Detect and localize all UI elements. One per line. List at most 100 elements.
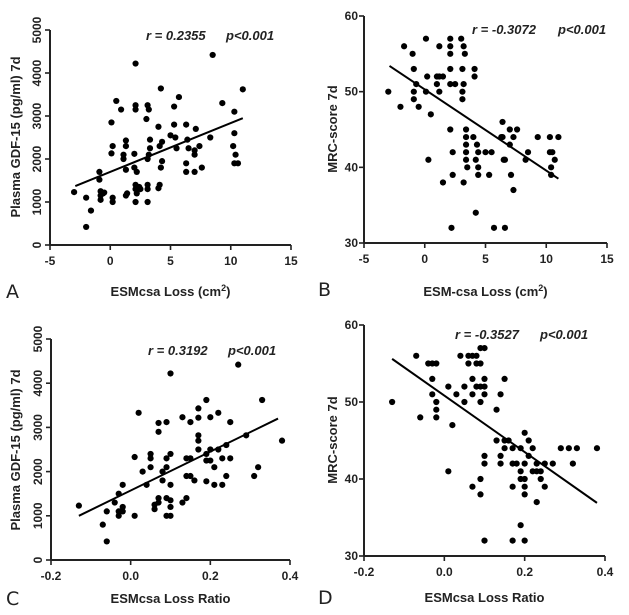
data-point (457, 352, 464, 359)
data-point (439, 179, 447, 186)
data-point (521, 460, 528, 467)
y-tick-label: 40 (345, 472, 359, 486)
data-point (415, 103, 422, 110)
data-point (433, 406, 440, 413)
panel-letter: C (6, 588, 19, 610)
x-axis-title: ESMcsa Loss Ratio (425, 590, 545, 605)
x-tick-label: 0 (421, 252, 428, 266)
data-point (171, 121, 178, 128)
x-axis-title: ESMcsa Loss (cm2) (111, 283, 231, 299)
data-point (207, 457, 214, 464)
x-axis-title: ESMcsa Loss Ratio (111, 591, 231, 606)
data-point (433, 360, 440, 367)
data-point (410, 88, 417, 95)
x-tick-label: 0 (107, 254, 114, 268)
data-point (410, 65, 417, 73)
data-point (501, 375, 508, 382)
y-tick-label: 4000 (30, 59, 44, 86)
data-point (103, 508, 110, 515)
data-point (469, 483, 476, 490)
data-point (111, 499, 118, 506)
y-tick-label: 30 (345, 549, 359, 563)
data-point (185, 145, 192, 152)
data-point (549, 460, 556, 467)
data-point (251, 472, 258, 480)
data-point (448, 224, 455, 231)
data-point (447, 65, 454, 73)
x-tick-label: 5 (167, 254, 174, 268)
data-point (108, 119, 115, 126)
data-point (460, 81, 467, 88)
data-point (211, 464, 218, 471)
data-point (472, 156, 479, 163)
data-point (155, 428, 162, 435)
y-tick-label: 4000 (31, 370, 45, 397)
data-point (433, 414, 440, 421)
data-point (196, 143, 203, 150)
data-point (191, 168, 198, 175)
y-tick-label: 0 (30, 241, 44, 248)
data-point (187, 418, 194, 426)
data-point (557, 445, 564, 452)
data-point (510, 186, 517, 194)
data-point (144, 198, 151, 206)
y-tick-label: 5000 (30, 16, 44, 43)
data-point (525, 437, 532, 444)
data-point (521, 429, 528, 436)
data-point (481, 375, 488, 382)
data-point (433, 398, 440, 406)
data-point (470, 133, 477, 141)
data-point (425, 156, 432, 163)
data-point (278, 437, 286, 444)
data-point (183, 121, 190, 128)
data-point (521, 537, 528, 544)
regression-line (388, 65, 559, 180)
panel-letter: B (318, 279, 331, 301)
data-point (513, 126, 521, 133)
data-point (461, 383, 468, 390)
data-point (499, 118, 506, 126)
data-point (235, 361, 242, 368)
x-tick-label: 10 (224, 254, 238, 268)
data-point (146, 145, 154, 152)
data-point (469, 375, 476, 382)
y-axis-title: Plasma GDF-15 (pg/ml) 7d (8, 369, 23, 530)
data-point (445, 383, 452, 390)
data-point (533, 499, 540, 506)
data-point (541, 483, 548, 490)
data-point (232, 151, 239, 158)
data-point (506, 126, 513, 133)
data-point (471, 73, 478, 80)
data-point (473, 352, 480, 359)
data-point (231, 108, 238, 115)
data-point (565, 445, 572, 452)
data-point (513, 460, 520, 467)
data-point (475, 171, 482, 178)
data-point (147, 455, 154, 462)
data-point (195, 432, 202, 439)
data-point (452, 81, 459, 88)
y-tick-label: 3000 (31, 414, 45, 441)
data-point (132, 102, 139, 109)
data-point (469, 391, 476, 398)
data-point (219, 481, 226, 488)
x-tick-label: 15 (284, 254, 298, 268)
data-point (462, 133, 470, 141)
data-point (191, 151, 198, 158)
p-value: p<0.001 (539, 327, 588, 342)
data-point (453, 391, 460, 398)
data-point (183, 495, 190, 502)
data-point (486, 171, 493, 178)
x-tick-label: -5 (359, 252, 370, 266)
data-point (475, 149, 482, 156)
data-point (122, 166, 130, 173)
data-point (521, 491, 528, 498)
data-point (122, 137, 130, 144)
correlation-r: r = 0.2355 (146, 28, 206, 43)
panel-letter: D (318, 587, 333, 609)
data-point (163, 418, 170, 426)
data-point (461, 50, 468, 57)
data-point (195, 437, 202, 444)
y-axis-title: MRC-score 7d (325, 85, 340, 172)
